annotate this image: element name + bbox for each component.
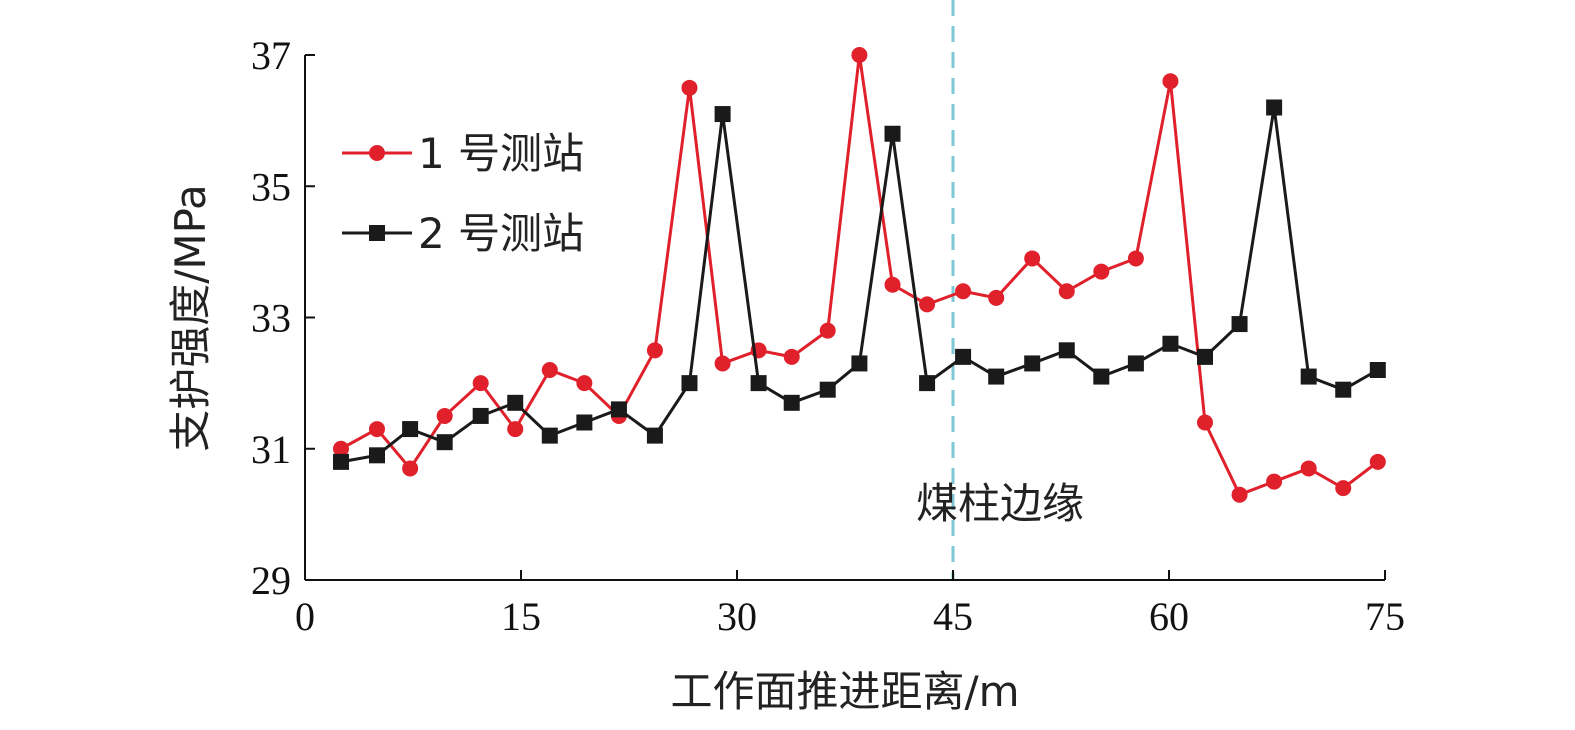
data-point bbox=[646, 427, 663, 444]
data-point bbox=[1335, 381, 1352, 398]
legend-item-station-1: 1 号测站 bbox=[342, 129, 584, 178]
data-point bbox=[1266, 473, 1283, 490]
data-point bbox=[1231, 316, 1248, 333]
data-point bbox=[402, 460, 419, 477]
data-point bbox=[988, 368, 1005, 385]
data-point bbox=[955, 348, 972, 365]
y-tick-label: 33 bbox=[251, 296, 291, 341]
data-point bbox=[507, 394, 524, 411]
x-axis-title: 工作面推进距离/m bbox=[670, 667, 1019, 716]
y-tick-label: 37 bbox=[251, 33, 291, 78]
data-point bbox=[369, 421, 385, 438]
data-point bbox=[1162, 335, 1179, 352]
legend-marker-station-1 bbox=[369, 145, 385, 161]
y-tick-label: 29 bbox=[251, 558, 291, 603]
x-tick-label: 75 bbox=[1365, 594, 1405, 639]
data-point bbox=[681, 79, 698, 96]
data-point bbox=[1058, 342, 1075, 359]
data-point bbox=[714, 106, 731, 123]
data-point bbox=[576, 414, 593, 431]
data-point bbox=[1127, 355, 1144, 372]
data-point bbox=[1058, 283, 1075, 300]
data-point bbox=[646, 342, 663, 359]
series-station-2 bbox=[333, 99, 1386, 470]
y-axis-title: 支护强度/MPa bbox=[166, 184, 215, 452]
x-tick-label: 60 bbox=[1149, 594, 1189, 639]
series-station-1 bbox=[333, 47, 1386, 503]
data-point bbox=[507, 421, 524, 438]
data-point bbox=[1024, 250, 1041, 267]
data-point bbox=[884, 125, 901, 142]
data-point bbox=[714, 355, 731, 372]
data-point bbox=[541, 362, 558, 378]
data-point bbox=[1266, 99, 1283, 116]
data-point bbox=[1162, 73, 1179, 90]
series-line-station-1 bbox=[340, 54, 1379, 497]
legend-label-station-1: 1 号测站 bbox=[418, 129, 584, 178]
data-point bbox=[1197, 348, 1213, 365]
x-tick-label: 45 bbox=[933, 594, 973, 639]
data-point bbox=[783, 348, 800, 365]
ticks-layer: 0 15 30 45 60 75 29 31 33 35 37 bbox=[251, 33, 1405, 639]
data-point bbox=[1335, 480, 1352, 497]
data-point bbox=[851, 355, 868, 372]
data-point bbox=[436, 407, 453, 424]
x-tick-label: 30 bbox=[717, 594, 757, 639]
data-point bbox=[681, 375, 698, 392]
data-point bbox=[1127, 250, 1144, 267]
data-point bbox=[783, 394, 800, 411]
data-point bbox=[1024, 355, 1041, 372]
data-point bbox=[1369, 362, 1386, 378]
data-point bbox=[369, 447, 385, 464]
data-point bbox=[1300, 368, 1317, 385]
data-point bbox=[610, 401, 627, 418]
legend: 1 号测站 2 号测站 bbox=[342, 129, 584, 258]
legend-item-station-2: 2 号测站 bbox=[342, 209, 584, 258]
data-point bbox=[472, 375, 489, 392]
data-point bbox=[1093, 368, 1110, 385]
data-point bbox=[955, 283, 972, 300]
data-point bbox=[541, 427, 558, 444]
data-point bbox=[1300, 460, 1317, 477]
data-point bbox=[436, 434, 453, 451]
data-point bbox=[919, 296, 936, 313]
y-tick-label: 31 bbox=[251, 427, 291, 472]
data-point bbox=[1197, 414, 1213, 431]
x-tick-label: 15 bbox=[501, 594, 541, 639]
data-point bbox=[1369, 453, 1386, 470]
data-point bbox=[919, 375, 936, 392]
data-point bbox=[851, 47, 868, 63]
data-point bbox=[333, 440, 349, 457]
x-tick-label: 0 bbox=[295, 594, 315, 639]
data-point bbox=[472, 407, 489, 424]
data-point bbox=[1093, 263, 1110, 280]
coal-pillar-edge-label: 煤柱边缘 bbox=[916, 479, 1084, 528]
legend-label-station-2: 2 号测站 bbox=[418, 209, 584, 258]
data-point bbox=[819, 322, 836, 339]
series-layer bbox=[333, 47, 1386, 503]
data-point bbox=[402, 421, 419, 438]
data-point bbox=[1231, 486, 1248, 503]
data-point bbox=[750, 375, 767, 392]
data-point bbox=[333, 453, 349, 470]
y-tick-label: 35 bbox=[251, 164, 291, 209]
data-point bbox=[884, 276, 901, 293]
legend-marker-station-2 bbox=[369, 225, 385, 241]
data-point bbox=[576, 375, 593, 392]
data-point bbox=[988, 289, 1005, 306]
data-point bbox=[819, 381, 836, 398]
